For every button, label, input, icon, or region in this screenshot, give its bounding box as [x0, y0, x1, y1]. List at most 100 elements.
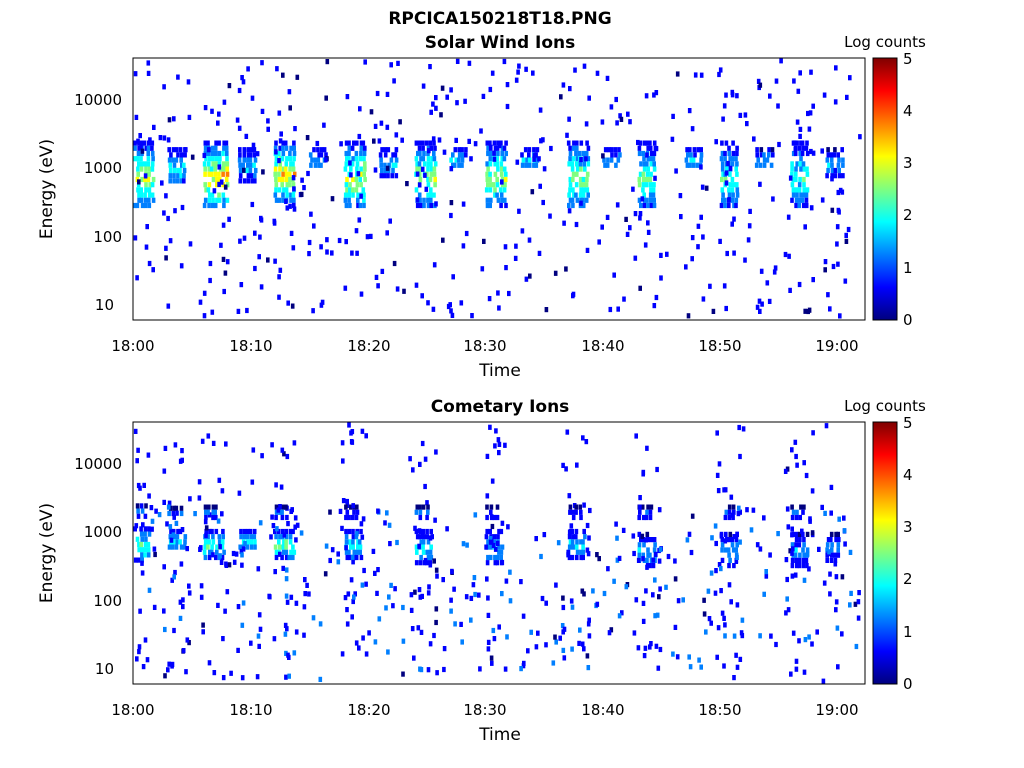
spectrogram-cell	[536, 630, 540, 636]
spectrogram-cell	[361, 635, 365, 641]
spectrogram-cell	[801, 202, 806, 209]
spectrogram-cell	[245, 534, 249, 540]
spectrogram-cell	[572, 140, 576, 146]
spectrogram-cell	[486, 539, 490, 545]
spectrogram-cell	[795, 119, 800, 125]
spectrogram-cell	[278, 544, 282, 550]
spectrogram-cell	[318, 676, 323, 682]
spectrogram-cell	[293, 524, 297, 530]
spectrogram-cell	[585, 140, 589, 146]
spectrogram-cell	[207, 166, 212, 172]
spectrogram-cell	[500, 559, 505, 566]
spectrogram-cell	[570, 539, 575, 545]
spectrogram-cell	[579, 514, 583, 521]
spectrogram-cell	[505, 634, 509, 640]
spectrogram-cell	[724, 547, 728, 553]
spectrogram-cell	[217, 111, 221, 117]
spectrogram-cell	[673, 576, 678, 582]
spectrogram-cell	[206, 147, 211, 153]
spectrogram-cell	[732, 563, 736, 569]
spectrogram-cell	[170, 661, 175, 667]
spectrogram-cell	[743, 257, 747, 263]
spectrogram-cell	[207, 660, 212, 666]
spectrogram-cell	[147, 187, 152, 193]
spectrogram-cell	[274, 176, 278, 183]
spectrogram-cell	[730, 221, 734, 227]
spectrogram-cell	[685, 537, 690, 543]
spectrogram-cell	[783, 251, 788, 258]
spectrogram-cell	[435, 670, 439, 676]
spectrogram-cell	[429, 528, 433, 535]
spectrogram-cell	[217, 150, 221, 157]
spectrogram-cell	[650, 150, 654, 157]
spectrogram-cell	[224, 441, 228, 447]
spectrogram-cell	[168, 505, 173, 511]
spectrogram-cell	[528, 273, 532, 279]
spectrogram-cell	[584, 182, 589, 188]
spectrogram-cell	[602, 590, 607, 597]
spectrogram-cell	[140, 508, 145, 514]
spectrogram-cell	[648, 197, 653, 203]
spectrogram-cell	[256, 566, 261, 572]
spectrogram-cell	[369, 109, 374, 115]
spectrogram-cell	[568, 187, 572, 193]
spectrogram-cell	[284, 549, 289, 555]
spectrogram-cell	[494, 428, 498, 434]
spectrogram-cell	[843, 541, 847, 547]
spectrogram-cell	[641, 469, 646, 475]
spectrogram-cell	[390, 173, 394, 179]
spectrogram-cell	[790, 504, 794, 510]
spectrogram-cell	[496, 150, 500, 157]
spectrogram-cell	[732, 182, 736, 188]
spectrogram-cell	[642, 542, 646, 548]
spectrogram-cell	[461, 152, 465, 158]
spectrogram-cell	[355, 250, 359, 256]
spectrogram-cell	[261, 169, 265, 175]
spectrogram-cell	[309, 162, 313, 168]
spectrogram-cell	[449, 597, 453, 603]
spectrogram-cell	[587, 535, 591, 541]
spectrogram-cell	[426, 509, 430, 515]
spectrogram-cell	[740, 617, 745, 623]
spectrogram-cell	[676, 598, 681, 604]
spectrogram-cell	[289, 161, 293, 167]
spectrogram-cell	[143, 173, 148, 179]
spectrogram-cell	[172, 505, 177, 511]
spectrogram-cell	[449, 608, 453, 614]
spectrogram-cell	[568, 504, 573, 510]
spectrogram-cell	[414, 544, 419, 550]
spectrogram-cell	[362, 202, 366, 209]
spectrogram-cell	[273, 145, 278, 151]
spectrogram-cell	[351, 534, 356, 540]
spectrogram-cell	[648, 156, 653, 162]
spectrogram-cell	[168, 173, 173, 179]
spectrogram-cell	[605, 214, 610, 220]
spectrogram-cell	[645, 140, 650, 146]
spectrogram-cell	[779, 58, 783, 64]
spectrogram-cell	[221, 192, 226, 198]
spectrogram-cell	[645, 531, 650, 537]
spectrogram-cell	[776, 103, 780, 109]
spectrogram-cell	[207, 202, 211, 209]
spectrogram-cell	[429, 171, 434, 177]
spectrogram-cell	[135, 536, 140, 542]
spectrogram-cell	[495, 182, 500, 188]
spectrogram-cell	[648, 514, 653, 521]
spectrogram-cell	[284, 674, 288, 680]
spectrogram-cell	[696, 147, 700, 153]
spectrogram-cell	[415, 197, 420, 203]
spectrogram-cell	[481, 93, 486, 99]
spectrogram-cell	[469, 595, 474, 601]
spectrogram-cell	[634, 597, 639, 603]
spectrogram-cell	[330, 250, 334, 256]
spectrogram-cell	[687, 531, 692, 537]
spectrogram-cell	[830, 542, 834, 548]
spectrogram-cell	[208, 156, 212, 162]
spectrogram-cell	[432, 632, 436, 639]
spectrogram-cell	[707, 616, 712, 622]
spectrogram-cell	[393, 586, 397, 592]
spectrogram-cell	[136, 182, 141, 188]
spectrogram-cell	[220, 488, 225, 494]
spectrogram-cell	[202, 313, 207, 319]
spectrogram-cell	[573, 67, 577, 73]
